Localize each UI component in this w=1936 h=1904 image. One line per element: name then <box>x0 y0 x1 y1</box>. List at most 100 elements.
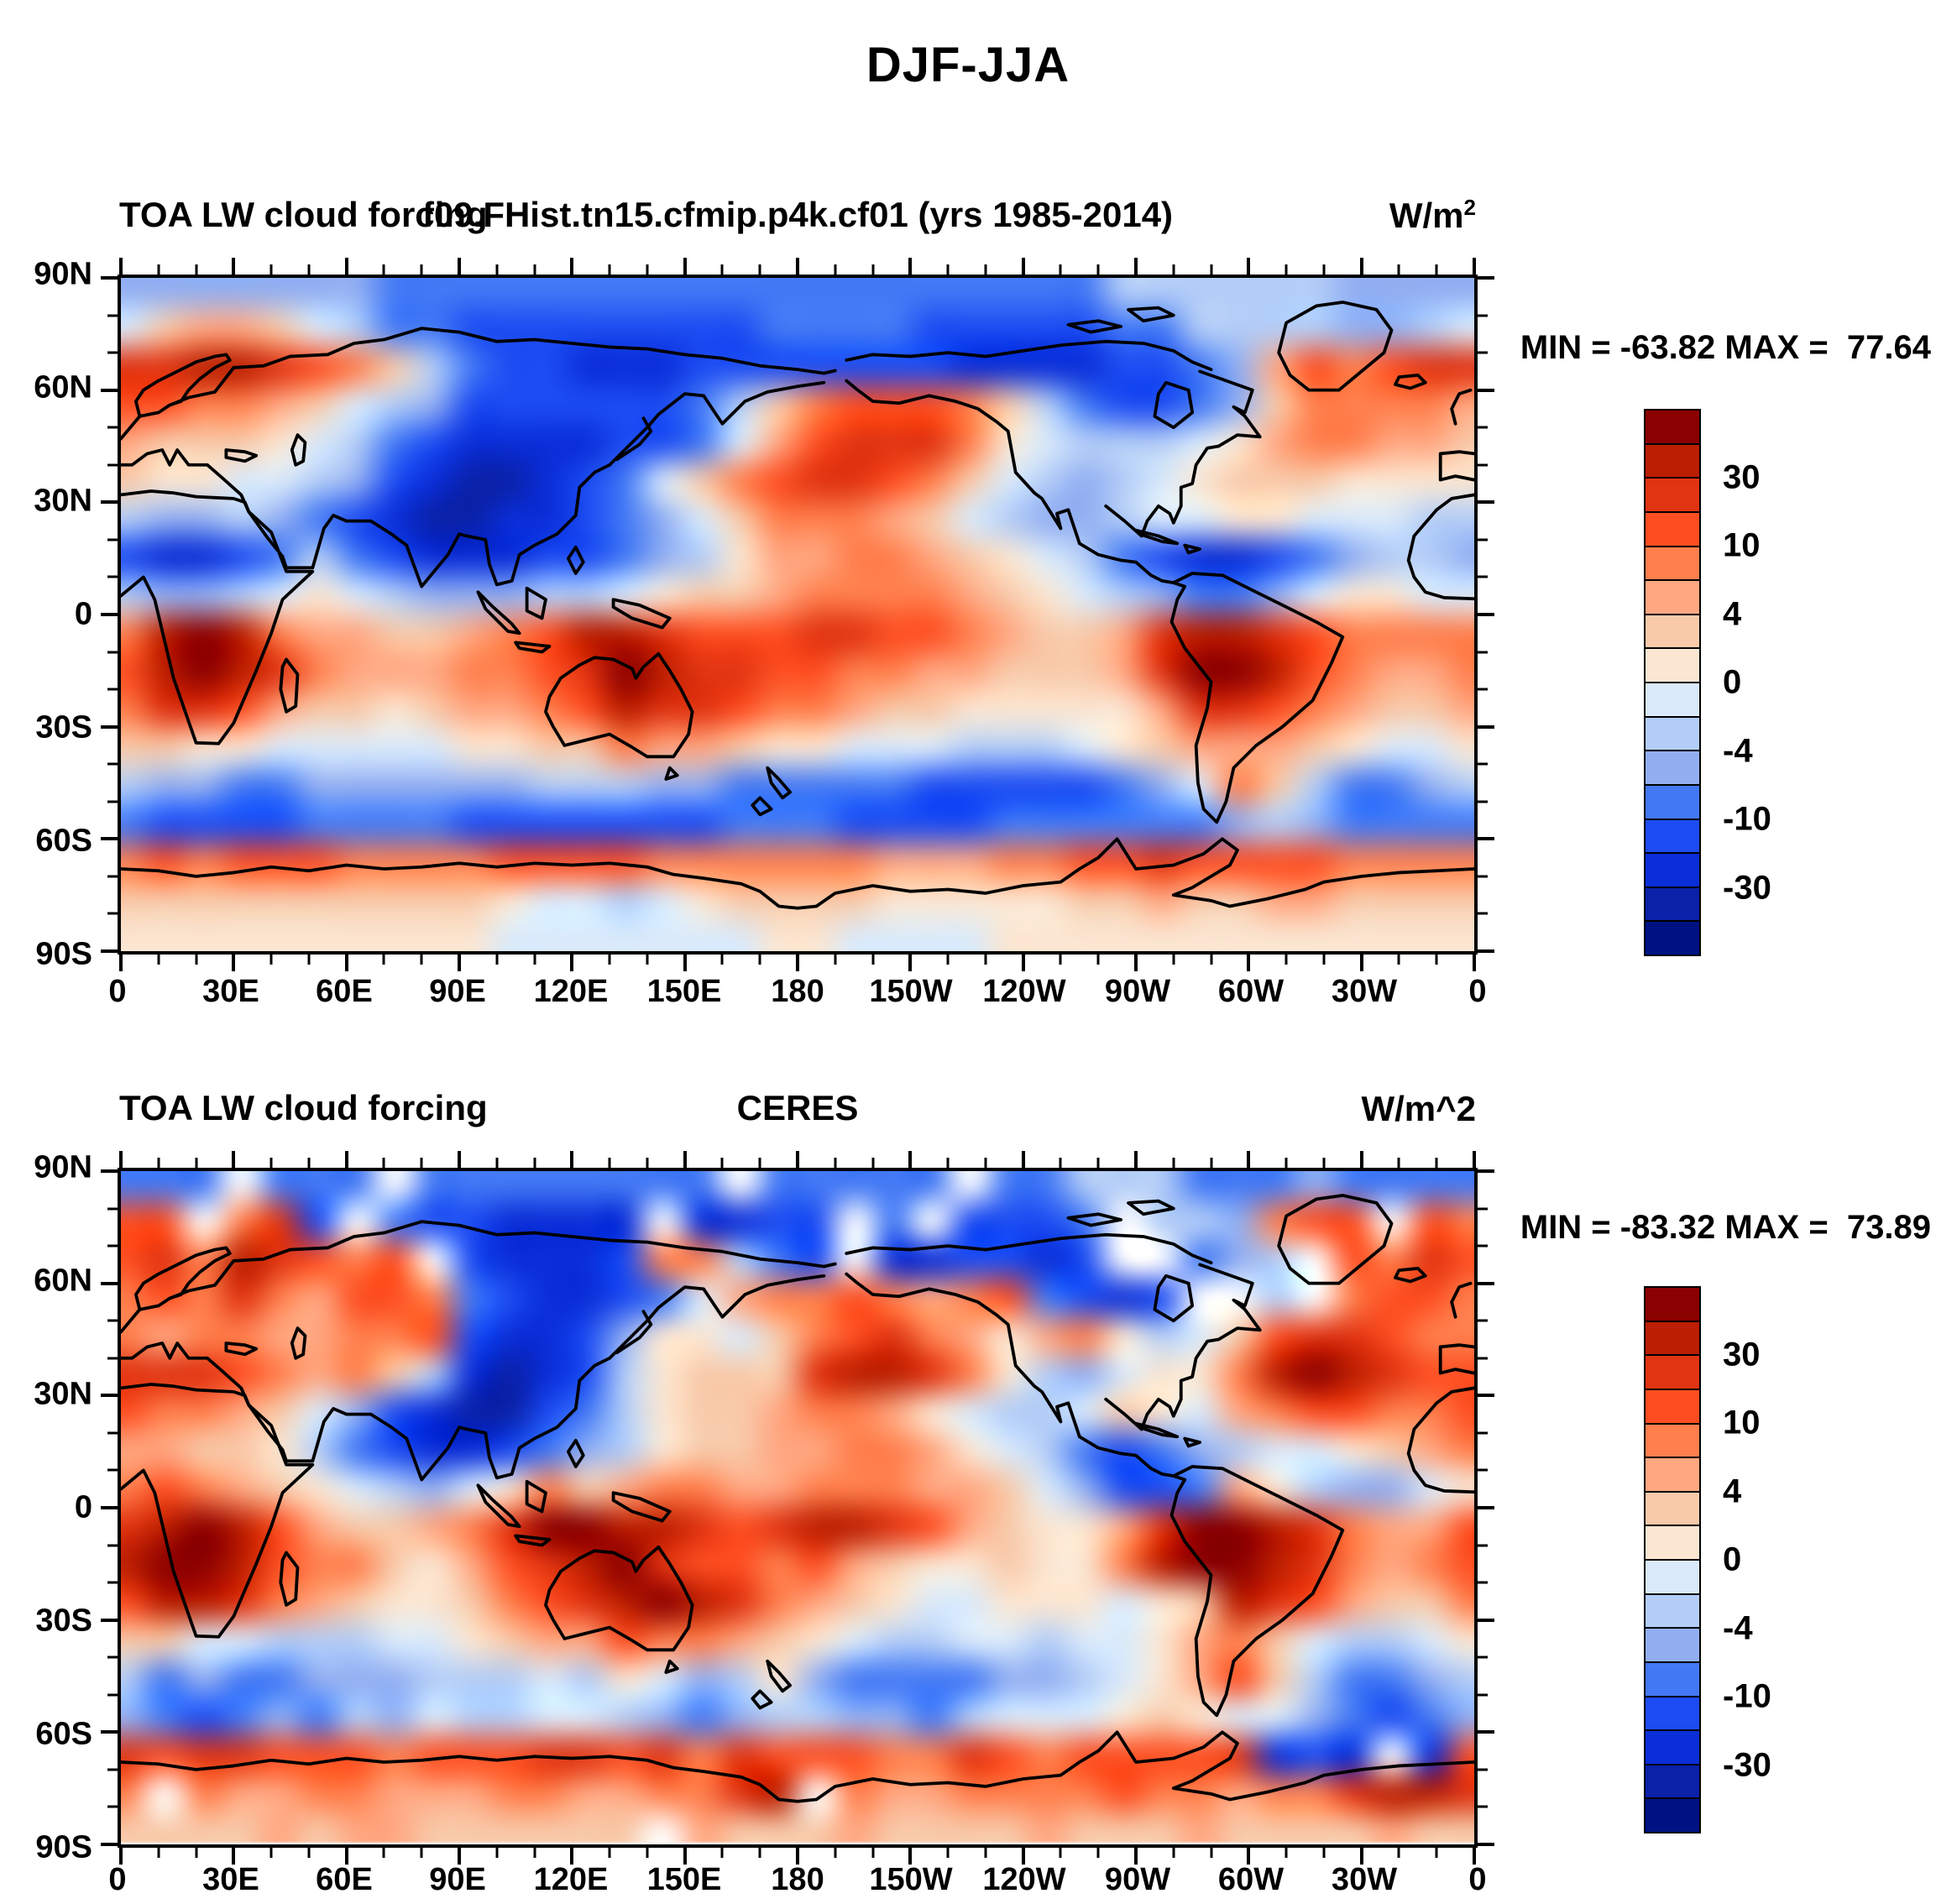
axis-tick <box>101 837 118 841</box>
axis-tick <box>101 1843 118 1846</box>
colorbar-cell <box>1646 1593 1699 1628</box>
colorbar-cell <box>1646 545 1699 580</box>
colorbar-cell <box>1646 411 1699 443</box>
colorbar-label: -30 <box>1723 1746 1771 1783</box>
lon-axis-label: 120E <box>533 974 609 1009</box>
coastline-path <box>1169 1465 1345 1718</box>
axis-tick <box>1478 651 1488 654</box>
axis-tick <box>946 955 950 965</box>
axis-tick <box>1478 912 1488 915</box>
axis-tick <box>834 1158 837 1168</box>
axis-tick <box>107 1357 118 1360</box>
coastline-path <box>615 1310 653 1354</box>
lon-axis-label: 150W <box>869 974 953 1009</box>
colorbar-cell <box>1646 1661 1699 1696</box>
colorbar-cell <box>1646 1763 1699 1798</box>
axis-tick <box>1478 1656 1488 1659</box>
axis-tick <box>269 264 273 275</box>
axis-tick <box>758 1848 761 1858</box>
axis-tick <box>871 1158 875 1168</box>
axis-tick <box>107 426 118 429</box>
axis-tick <box>1247 1151 1251 1168</box>
axis-tick <box>533 955 536 965</box>
axis-tick <box>107 1468 118 1472</box>
axis-tick <box>1322 1158 1326 1168</box>
coastline-path <box>1277 301 1394 392</box>
lat-axis-label: 60S <box>35 823 92 859</box>
axis-tick <box>420 955 423 965</box>
axis-tick <box>1096 955 1100 965</box>
panel1-units-label: W/m2 <box>1389 195 1476 235</box>
axis-tick <box>1478 1169 1494 1173</box>
panel2-lon-axis: 0 30E 60E 90E 120E 150E 180 150W 120W 90W 60W 30W 0 <box>108 1862 1486 1904</box>
coastline-path <box>279 1551 300 1607</box>
axis-tick <box>1096 1158 1100 1168</box>
coastline-path <box>514 641 552 654</box>
axis-tick <box>1435 264 1438 275</box>
axis-tick <box>796 1151 799 1168</box>
colorbar-cell <box>1646 1388 1699 1423</box>
coastline-path <box>514 1534 552 1547</box>
axis-tick <box>119 1151 123 1168</box>
axis-tick <box>1134 258 1138 275</box>
axis-tick <box>1285 264 1288 275</box>
coastline-path <box>1438 450 1474 482</box>
axis-tick <box>720 1158 724 1168</box>
coastline-path <box>611 598 672 630</box>
lon-axis-label: 0 <box>108 974 127 1009</box>
axis-tick <box>458 955 461 971</box>
colorbar-cell <box>1646 1288 1699 1321</box>
coastline-path <box>121 1220 837 1334</box>
axis-tick <box>1478 1730 1494 1734</box>
axis-tick <box>157 1158 160 1168</box>
lon-axis-label: 0 <box>108 1862 127 1897</box>
axis-tick <box>107 1207 118 1211</box>
axis-tick <box>1478 388 1494 392</box>
axis-tick <box>1478 1506 1494 1509</box>
lat-axis-label: 60S <box>35 1716 92 1752</box>
coastline-path <box>664 766 679 781</box>
axis-tick <box>1478 1544 1488 1547</box>
lat-axis-label: 60N <box>34 1263 92 1299</box>
map-clip <box>121 1171 1474 1844</box>
lat-axis-label: 90N <box>34 256 92 292</box>
axis-tick <box>758 1158 761 1168</box>
axis-tick <box>1478 1394 1494 1398</box>
axis-tick <box>382 1158 385 1168</box>
panel2-lat-axis: 90N 60N 30N 0 30S 60S 90S <box>0 1150 106 1865</box>
axis-tick <box>1134 1848 1138 1865</box>
axis-tick <box>344 955 348 971</box>
axis-tick <box>382 1848 385 1858</box>
coastlines-overlay <box>121 301 1474 910</box>
axis-tick <box>720 1848 724 1858</box>
axis-tick <box>495 264 499 275</box>
axis-tick <box>646 1848 649 1858</box>
panel1-title-row: TOA LW cloud forcing f09.FHist.tn15.cfmi… <box>118 195 1478 242</box>
axis-tick <box>107 1581 118 1584</box>
axis-tick <box>946 1158 950 1168</box>
colorbar-cell <box>1646 886 1699 921</box>
lon-axis-label: 60W <box>1217 1862 1285 1897</box>
axis-tick <box>1059 955 1062 965</box>
axis-tick <box>1397 264 1400 275</box>
axis-tick <box>1247 258 1251 275</box>
coastline-path <box>566 1438 585 1468</box>
panel1-lat-axis: 90N 60N 30N 0 30S 60S 90S <box>0 257 106 972</box>
panel2-title-center: CERES <box>736 1088 859 1127</box>
coastline-path <box>121 489 315 745</box>
axis-tick <box>570 258 574 275</box>
axis-tick <box>1172 955 1175 965</box>
axis-tick <box>1478 762 1488 766</box>
lon-axis-label: 120W <box>982 1862 1066 1897</box>
coastline-path <box>845 379 1175 585</box>
axis-tick <box>101 1281 118 1285</box>
lon-axis-label: 30W <box>1331 1862 1398 1897</box>
axis-tick <box>420 1848 423 1858</box>
colorbar-cell <box>1646 579 1699 614</box>
panel1-colorbar <box>1644 409 1701 956</box>
axis-tick <box>1478 1431 1488 1435</box>
axis-tick <box>1021 258 1025 275</box>
lon-axis-label: 0 <box>1468 1862 1487 1897</box>
map-clip <box>121 278 1474 951</box>
